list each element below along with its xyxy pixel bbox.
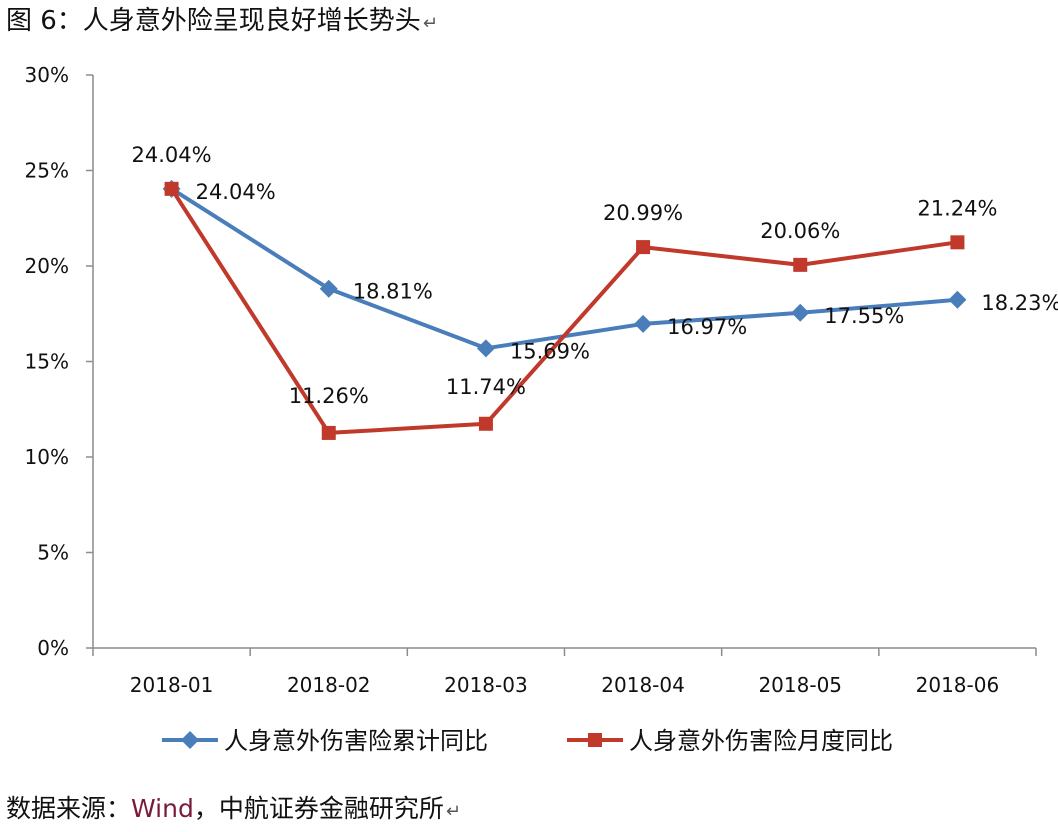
data-label-monthly: 24.04%	[132, 143, 212, 167]
y-tick-label: 10%	[25, 445, 69, 469]
source-prefix: 数据来源：	[6, 794, 132, 823]
x-tick-label: 2018-03	[444, 673, 528, 697]
y-tick-label: 5%	[37, 541, 69, 565]
legend-marker-square	[588, 733, 602, 747]
legend-marker-diamond	[181, 731, 199, 749]
data-point-square	[321, 425, 336, 440]
x-tick-label: 2018-01	[130, 673, 214, 697]
data-point-diamond	[319, 279, 338, 298]
y-tick-label: 20%	[25, 254, 69, 278]
data-point-square	[478, 416, 493, 431]
legend-label-2: 人身意外伤害险月度同比	[629, 727, 893, 755]
x-tick-label: 2018-02	[287, 673, 371, 697]
legend-label-1: 人身意外伤害险累计同比	[224, 727, 488, 755]
data-label-monthly: 11.26%	[289, 384, 369, 408]
data-label-cumulative: 15.69%	[510, 339, 590, 363]
data-point-square	[636, 240, 651, 255]
source-brand: Wind	[131, 794, 194, 823]
paragraph-mark: ↵	[422, 13, 438, 34]
chart-series	[162, 179, 967, 440]
data-point-diamond	[634, 314, 653, 333]
data-point-diamond	[791, 303, 810, 322]
series-line-2	[169, 187, 958, 435]
data-label-cumulative: 17.55%	[824, 304, 904, 328]
source-suffix: ，中航证券金融研究所	[193, 794, 444, 823]
chart-legend: 人身意外伤害险累计同比 人身意外伤害险月度同比	[162, 727, 893, 755]
figure-title: 图 6：人身意外险呈现良好增长势头 ↵	[6, 4, 438, 41]
data-label-monthly: 11.74%	[446, 375, 526, 399]
chart-axes: 0% 5% 10% 15% 20% 25% 30% 2018-01 2018-02 2018-03…	[25, 63, 1037, 697]
line-chart: 0% 5% 10% 15% 20% 25% 30% 2018-01 2018-02 2018-03…	[25, 63, 1058, 755]
y-tick-label: 0%	[37, 636, 69, 660]
x-tick-label: 2018-06	[916, 673, 1000, 697]
figure-title-text: 图 6：人身意外险呈现良好增长势头	[6, 6, 421, 36]
data-point-square	[950, 235, 965, 250]
data-label-monthly: 21.24%	[917, 196, 997, 220]
source-paragraph-mark: ↵	[445, 801, 461, 822]
data-point-square	[164, 181, 179, 196]
y-tick-label: 30%	[25, 63, 69, 87]
data-point-square	[793, 257, 808, 272]
chart-data-labels: 24.04% 18.81% 15.69% 16.97% 17.55% 18.23% 24.0…	[132, 143, 1058, 408]
x-tick-label: 2018-04	[601, 673, 685, 697]
data-label-cumulative: 18.81%	[353, 280, 433, 304]
data-label-cumulative: 16.97%	[667, 315, 747, 339]
y-tick-label: 25%	[25, 159, 69, 183]
data-label-cumulative: 24.04%	[196, 180, 276, 204]
data-label-monthly: 20.06%	[760, 219, 840, 243]
data-label-cumulative: 18.23%	[981, 291, 1058, 315]
source-note: 数据来源：Wind，中航证券金融研究所 ↵	[6, 793, 461, 828]
x-tick-label: 2018-05	[758, 673, 842, 697]
data-point-diamond	[948, 290, 967, 309]
y-tick-label: 15%	[25, 350, 69, 374]
data-point-diamond	[476, 339, 495, 358]
data-label-monthly: 20.99%	[603, 201, 683, 225]
